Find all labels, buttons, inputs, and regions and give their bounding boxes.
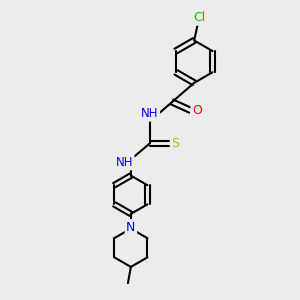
Text: O: O	[192, 104, 202, 117]
Text: NH: NH	[141, 107, 159, 120]
Text: Cl: Cl	[193, 11, 205, 24]
Text: S: S	[172, 137, 180, 150]
Text: N: N	[126, 220, 136, 234]
Text: NH: NH	[116, 156, 133, 169]
